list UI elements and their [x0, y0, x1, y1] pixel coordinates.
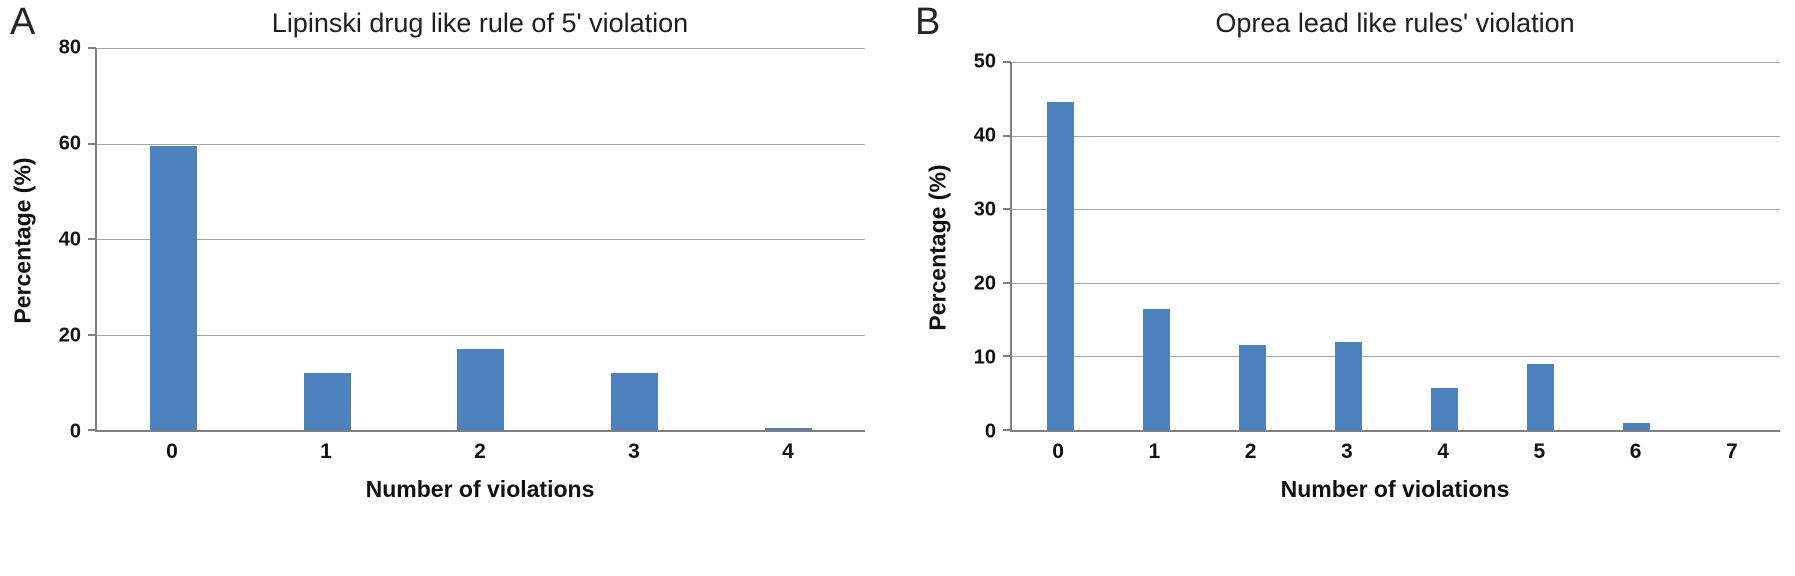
plot-area: [1003, 61, 1780, 432]
y-tick-label-20: 20: [58, 324, 81, 347]
x-axis-label: Number of violations: [365, 476, 595, 502]
y-tickmark-10: [1003, 355, 1011, 358]
bar-slot-6: [1588, 62, 1684, 430]
y-axis-ticks: 0 10 20 30 40 50: [905, 51, 996, 443]
x-tick-label-0: 0: [166, 440, 178, 463]
plot-area: [88, 47, 865, 432]
y-tickmark-50: [1003, 61, 1011, 63]
bar-slot-3: [1300, 62, 1396, 430]
panel-label-a: A: [10, 1, 36, 43]
chart-title: Lipinski drug like rule of 5' violation: [271, 8, 689, 38]
panel-label-b: B: [915, 1, 941, 43]
bar-2: [457, 348, 505, 430]
gridline-10: [1012, 356, 1780, 358]
x-tick-label-0: 0: [1052, 440, 1064, 463]
gridline-50: [1012, 62, 1780, 63]
gridline-30: [1012, 209, 1780, 211]
bar-slot-2: [1204, 62, 1300, 430]
y-tick-label-30: 30: [973, 198, 996, 221]
y-tick-label-0: 0: [984, 420, 996, 443]
y-tick-label-40: 40: [58, 228, 81, 251]
plot-wrap: [88, 47, 865, 432]
y-tickmark-30: [1003, 208, 1011, 211]
x-axis-ticks: 0 1 2 3 4 5 6 7: [1010, 440, 1780, 464]
chart-panel-a: A Lipinski drug like rule of 5' violatio…: [0, 0, 880, 576]
y-tick-label-40: 40: [973, 124, 996, 147]
bar-slot-2: [404, 48, 558, 430]
y-tickmark-80: [88, 47, 96, 49]
bar-slot-0: [97, 48, 251, 430]
y-tick-label-0: 0: [69, 420, 81, 443]
x-axis-label: Number of violations: [1280, 476, 1510, 502]
y-tickmark-60: [88, 142, 96, 145]
bar-0: [1046, 102, 1074, 430]
bar-3: [611, 372, 659, 430]
x-tick-label-7: 7: [1726, 440, 1738, 463]
bars-row: [97, 48, 865, 430]
x-tick-label-6: 6: [1629, 440, 1642, 463]
y-tickmark-20: [1003, 281, 1011, 284]
y-axis-ticks: 0 20 40 60 80: [0, 37, 81, 443]
x-axis-ticks: 0 1 2 3 4: [95, 440, 865, 464]
bars-row: [1012, 62, 1780, 430]
chart-title: Oprea lead like rules' violation: [1215, 8, 1575, 38]
x-tick-label-3: 3: [1341, 440, 1353, 463]
bar-slot-7: [1684, 62, 1780, 430]
bar-slot-5: [1492, 62, 1588, 430]
bar-1: [1142, 308, 1170, 430]
bar-0: [150, 145, 198, 430]
gridline-60: [97, 143, 865, 145]
y-tick-label-60: 60: [58, 132, 81, 155]
y-tick-label-80: 80: [58, 36, 81, 59]
x-tick-label-2: 2: [474, 440, 486, 463]
bar-6: [1622, 422, 1650, 430]
y-tickmark-0: [1003, 429, 1011, 431]
y-tick-label-10: 10: [973, 346, 996, 369]
bar-5: [1526, 363, 1554, 430]
bar-4: [764, 427, 812, 430]
y-tick-label-20: 20: [973, 272, 996, 295]
bar-1: [303, 372, 351, 430]
bar-4: [1430, 388, 1458, 430]
y-tickmark-0: [88, 429, 96, 431]
gridline-80: [97, 48, 865, 49]
x-tick-label-1: 1: [320, 440, 332, 463]
x-tick-label-2: 2: [1244, 440, 1257, 463]
gridline-20: [1012, 282, 1780, 284]
bar-2: [1238, 345, 1266, 430]
y-tickmark-40: [88, 238, 96, 240]
chart-panel-b: B Oprea lead like rules' violation Perce…: [905, 0, 1795, 576]
x-tick-label-4: 4: [782, 440, 794, 463]
x-tick-label-5: 5: [1533, 440, 1546, 463]
plot-wrap: [1003, 61, 1780, 432]
bar-3: [1334, 341, 1362, 430]
bar-slot-1: [251, 48, 405, 430]
gridline-40: [97, 239, 865, 240]
x-tick-label-3: 3: [628, 440, 640, 463]
gridline-20: [97, 334, 865, 336]
gridline-40: [1012, 135, 1780, 137]
y-tick-label-50: 50: [973, 50, 996, 73]
bar-slot-4: [1396, 62, 1492, 430]
y-tickmark-20: [88, 333, 96, 336]
bar-slot-3: [558, 48, 712, 430]
bar-slot-4: [711, 48, 865, 430]
x-tick-label-1: 1: [1148, 440, 1161, 463]
y-tickmark-40: [1003, 134, 1011, 137]
bar-slot-0: [1012, 62, 1108, 430]
bar-slot-1: [1108, 62, 1204, 430]
x-tick-label-4: 4: [1437, 440, 1449, 463]
